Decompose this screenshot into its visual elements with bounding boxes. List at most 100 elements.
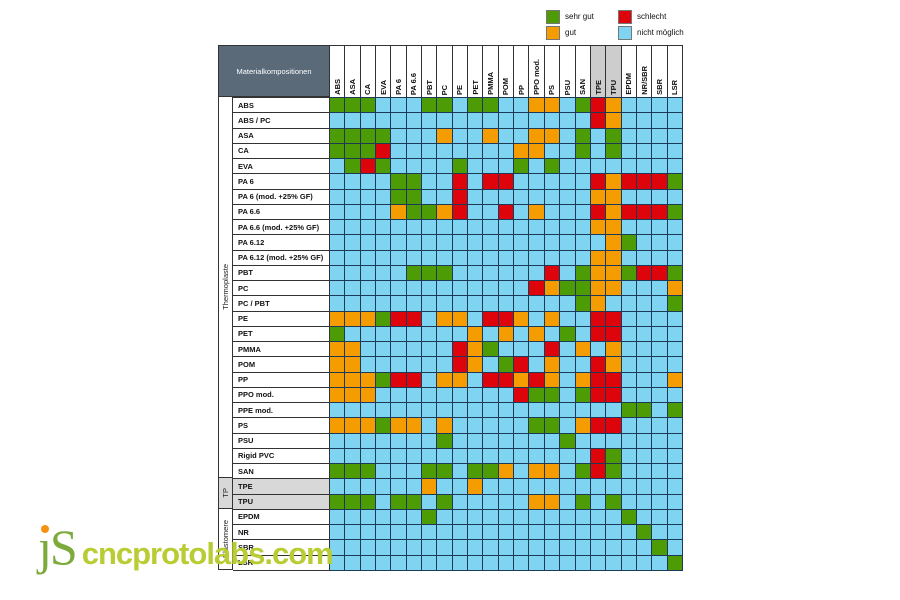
matrix-cell (391, 525, 407, 541)
matrix-cell (544, 265, 561, 281)
matrix-cell (376, 326, 392, 342)
matrix-cell (667, 204, 683, 220)
matrix-cell (606, 189, 622, 205)
matrix-cell (652, 525, 668, 541)
matrix-cell (498, 311, 515, 327)
matrix-cell (590, 540, 607, 556)
matrix-cell (652, 357, 668, 373)
matrix-cell (606, 128, 622, 144)
matrix-cell (452, 174, 469, 190)
matrix-cell (498, 418, 515, 434)
matrix-cell (452, 342, 469, 358)
matrix-cell (406, 403, 423, 419)
matrix-cell (345, 433, 361, 449)
matrix-cell (422, 509, 438, 525)
matrix-cell (544, 98, 561, 114)
matrix-cell (667, 281, 683, 297)
matrix-cell (345, 265, 361, 281)
matrix-cell (606, 281, 622, 297)
matrix-cell (483, 418, 499, 434)
matrix-cell (422, 265, 438, 281)
matrix-cell (636, 128, 653, 144)
matrix-cell (606, 464, 622, 480)
matrix-cell (621, 220, 637, 236)
matrix-cell (437, 98, 453, 114)
matrix-cell (422, 98, 438, 114)
matrix-cell (345, 418, 361, 434)
matrix-cell (391, 189, 407, 205)
matrix-cell (330, 98, 346, 114)
matrix-cell (498, 509, 515, 525)
matrix-cell (514, 326, 530, 342)
row-label: PA 6 (mod. +25% GF) (233, 189, 330, 205)
matrix-cell (514, 342, 530, 358)
row-group-label: Elastomere (218, 508, 233, 570)
matrix-cell (422, 189, 438, 205)
matrix-cell (345, 98, 361, 114)
row-label: ABS (233, 98, 330, 114)
matrix-cell (590, 342, 607, 358)
matrix-cell (498, 372, 515, 388)
matrix-cell (498, 433, 515, 449)
matrix-cell (636, 509, 653, 525)
matrix-cell (544, 403, 561, 419)
matrix-title: Materialkompositionen (218, 45, 330, 97)
row-label: POM (233, 357, 330, 373)
legend: sehr gut gut schlecht nicht möglich (546, 9, 684, 40)
matrix-cell (452, 418, 469, 434)
matrix-cell (636, 342, 653, 358)
matrix-cell (360, 189, 377, 205)
matrix-cell (376, 98, 392, 114)
matrix-cell (483, 204, 499, 220)
matrix-cell (636, 113, 653, 129)
matrix-cell (529, 296, 545, 312)
matrix-cell (376, 281, 392, 297)
matrix-cell (544, 113, 561, 129)
row-label: PA 6 (233, 174, 330, 190)
matrix-cell (529, 448, 545, 464)
legend-item: schlecht (618, 9, 684, 24)
matrix-cell (544, 555, 561, 571)
matrix-cell (360, 113, 377, 129)
matrix-cell (636, 143, 653, 159)
matrix-cell (376, 448, 392, 464)
matrix-cell (560, 403, 576, 419)
matrix-cell (345, 220, 361, 236)
matrix-row (330, 418, 683, 434)
matrix-cell (468, 342, 484, 358)
matrix-cell (621, 265, 637, 281)
matrix-cell (406, 189, 423, 205)
matrix-cell (468, 403, 484, 419)
matrix-cell (529, 555, 545, 571)
matrix-cell (452, 357, 469, 373)
matrix-cell (437, 250, 453, 266)
matrix-cell (468, 525, 484, 541)
matrix-cell (498, 281, 515, 297)
matrix-cell (575, 113, 591, 129)
matrix-cell (483, 387, 499, 403)
matrix-cell (621, 128, 637, 144)
matrix-cell (376, 342, 392, 358)
matrix-cell (498, 525, 515, 541)
matrix-cell (667, 464, 683, 480)
matrix-cell (483, 403, 499, 419)
matrix-cell (376, 174, 392, 190)
matrix-cell (330, 235, 346, 251)
matrix-cell (606, 479, 622, 495)
matrix-cell (636, 265, 653, 281)
matrix-cell (544, 174, 561, 190)
matrix-cell (529, 128, 545, 144)
matrix-cell (667, 357, 683, 373)
matrix-cell (590, 509, 607, 525)
matrix-cell (590, 174, 607, 190)
matrix-cell (544, 464, 561, 480)
matrix-cell (652, 403, 668, 419)
matrix-cell (483, 113, 499, 129)
matrix-cell (498, 357, 515, 373)
matrix-cell (406, 143, 423, 159)
matrix-row (330, 540, 683, 556)
matrix-row (330, 220, 683, 236)
matrix-cell (360, 357, 377, 373)
matrix-row (330, 189, 683, 205)
matrix-cell (483, 98, 499, 114)
